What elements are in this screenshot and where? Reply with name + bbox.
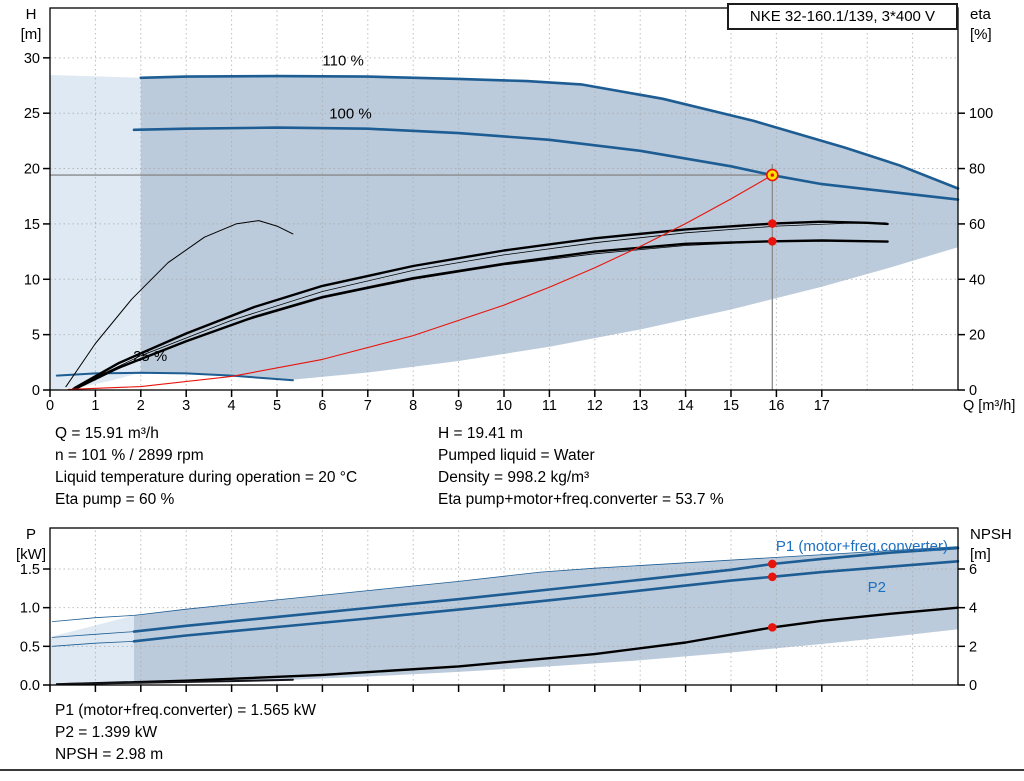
x-tick-label: 15 bbox=[723, 398, 739, 414]
y-right-tick-label: 40 bbox=[969, 272, 985, 288]
speed-25-curve bbox=[55, 371, 294, 382]
y-left-tick-label: 0 bbox=[32, 383, 40, 399]
npsh-curve bbox=[62, 606, 960, 686]
y-left-axis-label: [m] bbox=[21, 26, 42, 43]
duty-marker bbox=[768, 572, 777, 582]
y-left-tick-label: 5 bbox=[32, 328, 40, 344]
y-left-tick-label: 30 bbox=[24, 51, 40, 67]
bottom-divider bbox=[0, 769, 1024, 771]
p2-curve bbox=[132, 560, 960, 643]
eta-pump-curve bbox=[73, 220, 889, 389]
p1-curve bbox=[132, 546, 960, 633]
y-left-axis-label: [kW] bbox=[16, 546, 46, 563]
y-right-tick-label: 6 bbox=[969, 562, 977, 578]
x-tick-label: 10 bbox=[496, 398, 512, 414]
p1-thin-left bbox=[51, 631, 135, 638]
duty-marker bbox=[768, 219, 777, 228]
power-envelope-top-line bbox=[51, 546, 959, 622]
duty-marker bbox=[768, 559, 777, 569]
system-curve bbox=[67, 174, 773, 390]
y-left-axis-label: H bbox=[26, 6, 37, 23]
y-left-tick-label: 15 bbox=[24, 217, 40, 233]
pump-title: NKE 32-160.1/139, 3*400 V bbox=[749, 8, 936, 25]
qh_chart: 110 %100 %25 %0 1 2 3 4 5 6 7 8 9 10 11 12 13 14 15 16 17… bbox=[21, 6, 1016, 414]
series-label: P1 (motor+freq.converter) bbox=[776, 538, 948, 555]
info-line: Liquid temperature during operation = 20… bbox=[55, 469, 358, 486]
info-line: Eta pump+motor+freq.converter = 53.7 % bbox=[438, 491, 724, 508]
x-tick-label: 4 bbox=[228, 398, 236, 414]
y-left-tick-label: 20 bbox=[24, 162, 40, 178]
x-tick-label: 5 bbox=[273, 398, 281, 414]
power_npsh_chart: P1 (motor+freq.converter)P20.00.51.01.50… bbox=[16, 526, 1012, 694]
info-line: Eta pump = 60 % bbox=[55, 491, 175, 508]
x-tick-label: 14 bbox=[678, 398, 694, 414]
operating-range-pale bbox=[50, 615, 134, 685]
eta-thin-curve bbox=[72, 222, 886, 389]
x-tick-label: 12 bbox=[587, 398, 603, 414]
x-tick-label: 1 bbox=[91, 398, 99, 414]
y-right-tick-label: 60 bbox=[969, 217, 985, 233]
x-tick-label: 13 bbox=[632, 398, 648, 414]
power-npsh-info: P1 (motor+freq.converter) = 1.565 kW P2 =… bbox=[55, 700, 316, 766]
duty-marker bbox=[768, 623, 777, 632]
y-left-tick-label: 1.5 bbox=[20, 562, 40, 578]
p2-thin-left bbox=[51, 640, 135, 647]
y-right-tick-label: 2 bbox=[969, 639, 977, 655]
y-right-axis-label: [%] bbox=[970, 26, 992, 43]
pump-title-box: NKE 32-160.1/139, 3*400 V bbox=[727, 3, 958, 30]
info-line: Density = 998.2 kg/m³ bbox=[438, 469, 590, 486]
y-left-tick-label: 1.0 bbox=[20, 601, 40, 617]
operating-point-center bbox=[770, 173, 775, 177]
y-left-tick-label: 10 bbox=[24, 272, 40, 288]
x-tick-label: 2 bbox=[137, 398, 145, 414]
y-right-tick-label: 80 bbox=[969, 162, 985, 178]
y-right-axis-label: eta bbox=[970, 6, 992, 23]
x-axis-label: Q [m³/h] bbox=[963, 398, 1015, 414]
y-left-tick-label: 25 bbox=[24, 106, 40, 122]
y-right-axis-label: [m] bbox=[970, 546, 991, 563]
info-line: NPSH = 2.98 m bbox=[55, 746, 164, 763]
duty-marker bbox=[768, 236, 777, 246]
y-left-tick-label: 0.5 bbox=[20, 639, 40, 655]
info-line: P2 = 1.399 kW bbox=[55, 724, 158, 741]
info-line: Q = 15.91 m³/h bbox=[55, 425, 159, 442]
curve-label: 110 % bbox=[322, 53, 363, 70]
x-tick-label: 9 bbox=[455, 398, 463, 414]
y-right-tick-label: 100 bbox=[969, 106, 993, 122]
info-line: n = 101 % / 2899 rpm bbox=[55, 447, 204, 464]
duty-point-info-right: H = 19.41 m Pumped liquid = Water Density … bbox=[438, 423, 724, 511]
x-tick-label: 16 bbox=[768, 398, 784, 414]
y-right-tick-label: 0 bbox=[969, 383, 977, 399]
x-tick-label: 11 bbox=[542, 398, 557, 414]
y-right-tick-label: 4 bbox=[969, 601, 977, 617]
info-line: Pumped liquid = Water bbox=[438, 447, 595, 464]
x-tick-label: 6 bbox=[318, 398, 326, 414]
speed-110-curve bbox=[139, 74, 960, 190]
y-left-tick-label: 0.0 bbox=[20, 678, 40, 694]
curve-label: 100 % bbox=[329, 106, 372, 123]
speed-100-curve bbox=[132, 126, 960, 201]
operating-range bbox=[134, 546, 958, 683]
x-tick-label: 7 bbox=[364, 398, 372, 414]
x-tick-label: 3 bbox=[182, 398, 190, 414]
series-label: P2 bbox=[868, 579, 886, 596]
y-left-axis-label: P bbox=[26, 526, 36, 543]
info-line: P1 (motor+freq.converter) = 1.565 kW bbox=[55, 702, 317, 719]
x-tick-label: 0 bbox=[46, 398, 54, 414]
eta-total-curve bbox=[73, 239, 889, 391]
duty-point-info-left: Q = 15.91 m³/h n = 101 % / 2899 rpm Liquid… bbox=[55, 423, 357, 511]
x-tick-label: 17 bbox=[814, 398, 830, 414]
y-right-tick-label: 20 bbox=[969, 328, 985, 344]
info-line: H = 19.41 m bbox=[438, 425, 523, 442]
low-speed-power-curve bbox=[55, 678, 294, 686]
x-tick-label: 8 bbox=[409, 398, 417, 414]
eta-low-speed-curve bbox=[65, 220, 294, 388]
y-right-axis-label: NPSH bbox=[970, 526, 1012, 543]
y-right-tick-label: 0 bbox=[969, 678, 977, 694]
curve-label: 25 % bbox=[133, 348, 167, 365]
